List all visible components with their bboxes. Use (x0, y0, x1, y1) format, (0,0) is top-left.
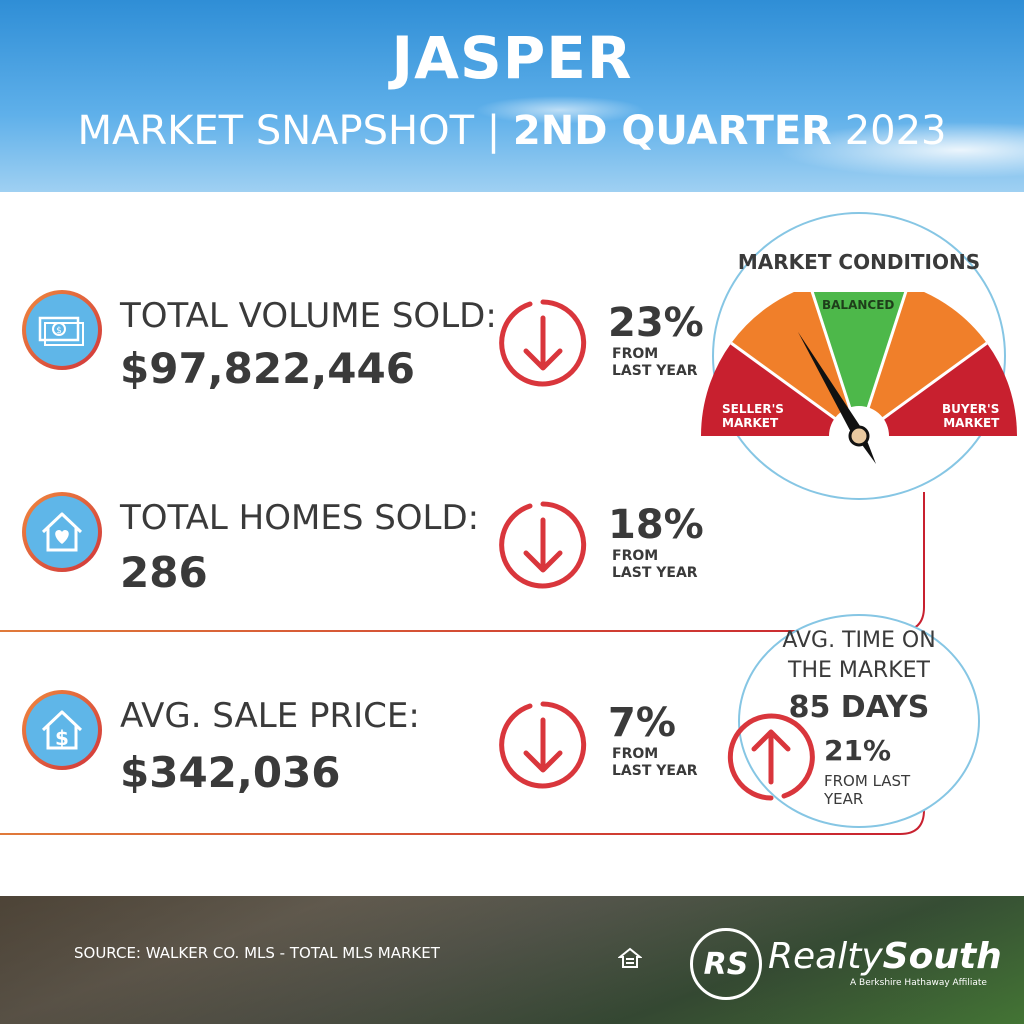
volume-value: $97,822,446 (120, 344, 415, 393)
price-label: AVG. SALE PRICE: (120, 696, 420, 736)
time-on-market-bubble: AVG. TIME ON THE MARKET 85 DAYS 21% FROM … (738, 614, 980, 828)
gauge-segment-orange-left (731, 292, 859, 436)
equal-housing-icon (618, 947, 642, 968)
realtysouth-logo: RS RealtySouth A Berkshire Hathaway Affi… (690, 916, 1002, 1002)
svg-text:$: $ (56, 326, 62, 336)
time-on-market-days: 85 DAYS (788, 690, 930, 725)
subtitle-quarter: 2ND QUARTER (512, 108, 832, 154)
affiliate-text: A Berkshire Hathaway Affiliate (850, 978, 987, 988)
buyers-market-label: BUYER'S MARKET (942, 402, 1000, 430)
source-text: SOURCE: WALKER CO. MLS - TOTAL MLS MARKE… (74, 944, 440, 962)
volume-label: TOTAL VOLUME SOLD: (120, 296, 497, 336)
gauge-segment-sellers (701, 343, 859, 436)
price-value: $342,036 (120, 748, 341, 797)
arrow-down-icon (499, 701, 587, 789)
market-conditions-gauge: MARKET CONDITIONS SELLER'S MARKET BALANCE… (701, 212, 1017, 500)
money-icon: $ (22, 290, 102, 370)
brand-name: RealtySouth (768, 936, 1002, 977)
balanced-label: BALANCED (822, 298, 895, 312)
gauge-title: MARKET CONDITIONS (737, 250, 981, 274)
rs-logo-mark: RS (690, 928, 762, 1000)
homes-value: 286 (120, 548, 208, 597)
gauge-segment-balanced (812, 292, 906, 436)
subtitle: MARKET SNAPSHOT | 2ND QUARTER 2023 (0, 108, 1024, 154)
price-from: FROM LAST YEAR (612, 746, 698, 779)
time-on-market-change: 21% (824, 734, 892, 767)
city-title: JASPER (391, 24, 633, 92)
time-on-market-from: FROM LAST YEAR (824, 772, 911, 808)
subtitle-separator: | (474, 108, 513, 154)
svg-text:$: $ (55, 726, 69, 750)
homes-from: FROM LAST YEAR (612, 548, 698, 581)
gauge-needle (798, 332, 864, 438)
arrow-up-icon (727, 713, 815, 801)
time-on-market-title: AVG. TIME ON THE MARKET (782, 628, 936, 683)
gauge-segment-buyers (859, 343, 1017, 436)
house-dollar-icon: $ (22, 690, 102, 770)
sellers-market-label: SELLER'S MARKET (722, 402, 784, 430)
subtitle-main: MARKET SNAPSHOT (77, 108, 475, 154)
gauge-segment-orange-right (859, 292, 987, 436)
arrow-down-icon (499, 501, 587, 589)
homes-label: TOTAL HOMES SOLD: (120, 498, 480, 538)
price-change: 7% (608, 700, 676, 746)
footer: SOURCE: WALKER CO. MLS - TOTAL MLS MARKE… (0, 896, 1024, 1024)
arrow-down-icon (499, 299, 587, 387)
volume-from: FROM LAST YEAR (612, 346, 698, 379)
volume-change: 23% (608, 300, 704, 346)
gauge-dial (701, 292, 1017, 466)
header-banner: JASPER MARKET SNAPSHOT | 2ND QUARTER 202… (0, 0, 1024, 192)
homes-change: 18% (608, 502, 704, 548)
subtitle-year: 2023 (831, 108, 947, 154)
house-heart-icon (22, 492, 102, 572)
